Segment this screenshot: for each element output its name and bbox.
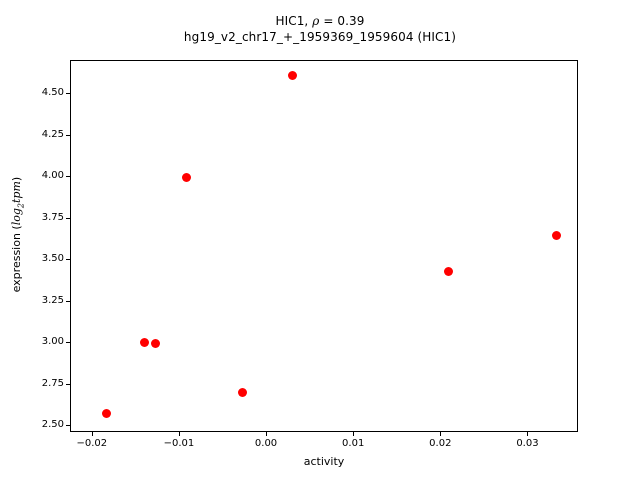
data-point bbox=[102, 409, 112, 419]
y-tick-mark bbox=[66, 134, 70, 136]
y-tick-label: 4.25 bbox=[41, 128, 64, 140]
y-tick-mark bbox=[66, 425, 70, 427]
x-tick-label: −0.02 bbox=[76, 438, 108, 449]
y-tick-mark bbox=[66, 93, 70, 95]
x-axis-label: activity bbox=[303, 455, 345, 468]
figure-title-line-2: hg19_v2_chr17_+_1959369_1959604 (HIC1) bbox=[183, 30, 457, 44]
y-tick-label: 3.75 bbox=[41, 211, 64, 223]
data-point bbox=[181, 172, 191, 182]
rho-value-text: = 0.39 bbox=[319, 14, 365, 28]
y-tick-label: 3.25 bbox=[41, 294, 64, 306]
ylabel-tpm: tpm bbox=[10, 181, 24, 204]
y-tick-mark bbox=[66, 383, 70, 385]
x-tick-mark bbox=[91, 432, 93, 436]
data-point bbox=[443, 267, 453, 277]
x-tick-label: 0.01 bbox=[342, 438, 365, 449]
y-tick-mark bbox=[66, 217, 70, 219]
data-point bbox=[151, 338, 161, 348]
y-tick-mark bbox=[66, 176, 70, 178]
x-tick-mark bbox=[527, 432, 529, 436]
x-tick-label: 0.03 bbox=[516, 438, 539, 449]
x-tick-mark bbox=[178, 432, 180, 436]
y-tick-mark bbox=[66, 342, 70, 344]
x-tick-mark bbox=[266, 432, 268, 436]
y-tick-label: 4.50 bbox=[41, 87, 64, 99]
y-tick-label: 4.00 bbox=[41, 170, 64, 182]
ylabel-log: log bbox=[10, 208, 24, 226]
data-point bbox=[139, 337, 149, 347]
y-axis-label: expression (log2tpm) bbox=[8, 0, 28, 480]
ylabel-subscript: 2 bbox=[16, 203, 26, 209]
title-gene-rho-prefix: HIC1, bbox=[275, 14, 313, 28]
figure-title-line-1: HIC1, ρ = 0.39 bbox=[0, 13, 640, 29]
y-tick-mark bbox=[66, 300, 70, 302]
data-points-layer bbox=[71, 61, 577, 431]
x-tick-mark bbox=[440, 432, 442, 436]
ylabel-prefix: expression ( bbox=[10, 225, 24, 293]
x-tick-mark bbox=[353, 432, 355, 436]
x-tick-label: −0.01 bbox=[163, 438, 195, 449]
plot-area bbox=[70, 60, 578, 432]
y-tick-label: 3.00 bbox=[41, 336, 64, 348]
y-tick-mark bbox=[66, 259, 70, 261]
figure-title: HIC1, ρ = 0.39 hg19_v2_chr17_+_1959369_1… bbox=[0, 13, 640, 45]
y-tick-label: 3.50 bbox=[41, 253, 64, 265]
data-point bbox=[551, 230, 561, 240]
rho-symbol: ρ bbox=[312, 14, 320, 28]
data-point bbox=[287, 70, 297, 80]
ylabel-suffix: ) bbox=[10, 177, 24, 182]
x-tick-label: 0.02 bbox=[429, 438, 452, 449]
x-tick-label: 0.00 bbox=[254, 438, 278, 449]
y-tick-label: 2.75 bbox=[41, 377, 64, 389]
y-tick-label: 2.50 bbox=[41, 419, 64, 431]
data-point bbox=[238, 387, 248, 397]
